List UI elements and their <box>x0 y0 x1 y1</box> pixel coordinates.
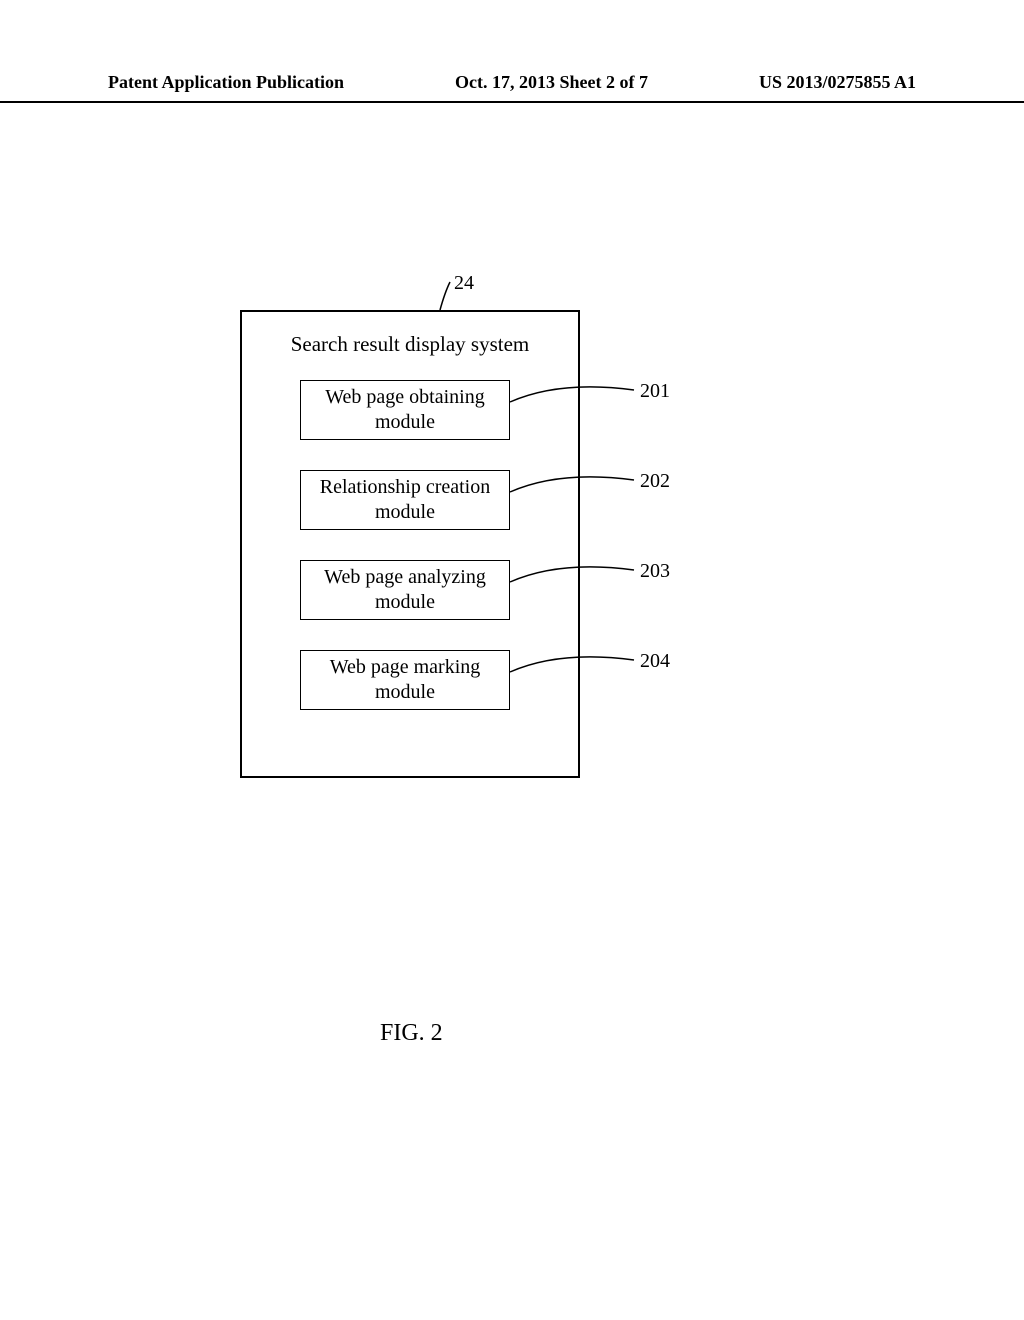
header-right: US 2013/0275855 A1 <box>759 72 916 93</box>
module-ref-label: 203 <box>640 560 670 583</box>
diagram-area: Search result display system 24 Web page… <box>0 280 1024 980</box>
header-center: Oct. 17, 2013 Sheet 2 of 7 <box>455 72 648 93</box>
module-box: Relationship creationmodule <box>300 470 510 530</box>
module-box: Web page markingmodule <box>300 650 510 710</box>
module-box: Web page obtainingmodule <box>300 380 510 440</box>
header-left: Patent Application Publication <box>108 72 344 93</box>
module-ref-label: 202 <box>640 470 670 493</box>
module-ref-label: 204 <box>640 650 670 673</box>
system-box-title: Search result display system <box>242 332 578 357</box>
page-header: Patent Application Publication Oct. 17, … <box>0 72 1024 103</box>
system-ref-label: 24 <box>454 272 474 295</box>
module-box: Web page analyzingmodule <box>300 560 510 620</box>
module-ref-label: 201 <box>640 380 670 403</box>
figure-caption: FIG. 2 <box>380 1020 443 1047</box>
